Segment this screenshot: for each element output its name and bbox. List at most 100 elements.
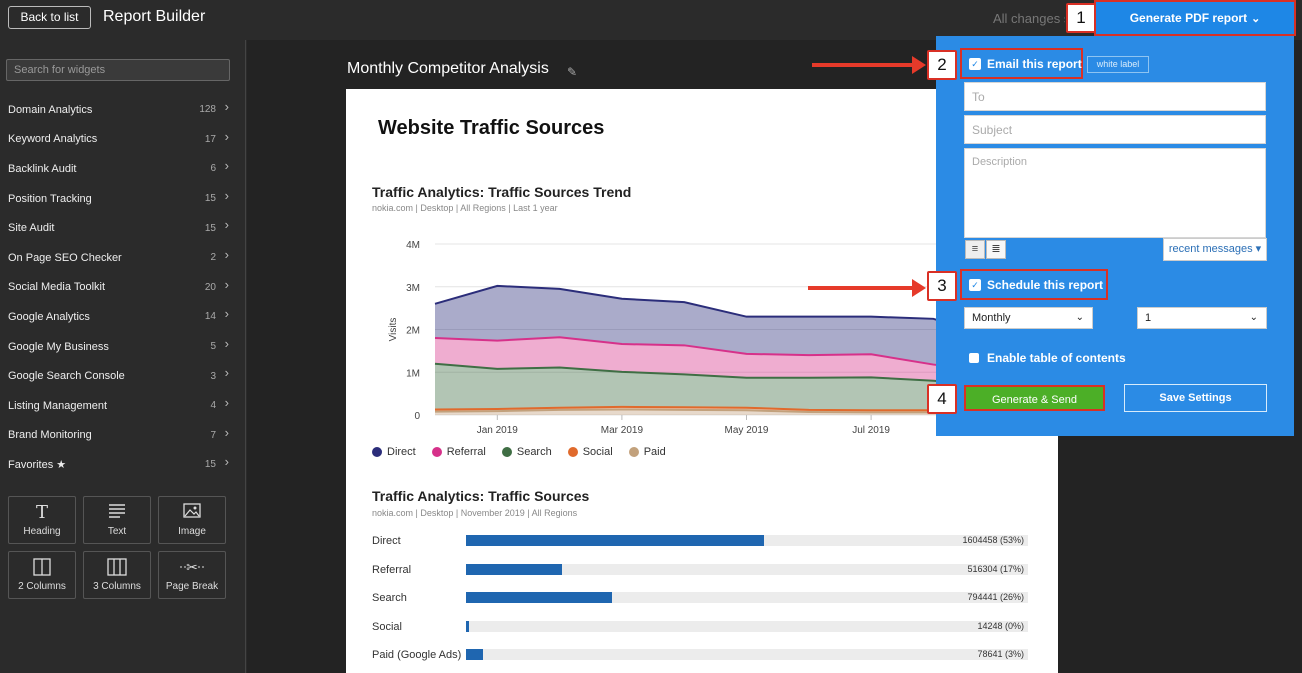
- category-label: Keyword Analytics: [8, 133, 98, 146]
- chevron-right-icon: ›: [224, 246, 229, 262]
- sidebar-category[interactable]: Social Media Toolkit 20 ›: [0, 273, 246, 303]
- legend-dot: [567, 447, 578, 457]
- back-to-list-button[interactable]: Back to list: [8, 6, 91, 29]
- area-paid: [435, 409, 1058, 415]
- chevron-down-icon: ⌄: [1251, 12, 1261, 25]
- chart-legend: Direct Referral Search Social Paid: [372, 446, 666, 458]
- bar-label: Search: [372, 592, 407, 604]
- sidebar-category[interactable]: Domain Analytics 128 ›: [0, 95, 246, 125]
- legend-item[interactable]: Paid: [628, 446, 666, 458]
- generate-send-button[interactable]: Generate & Send: [964, 385, 1105, 411]
- widget-search-input[interactable]: [6, 59, 230, 81]
- frequency-value: Monthly: [972, 312, 1011, 324]
- category-count: 14: [204, 311, 216, 323]
- two-columns-icon: [33, 558, 51, 579]
- legend-label: Paid: [643, 446, 666, 458]
- description-field[interactable]: [964, 148, 1266, 238]
- step-2-badge: 2: [927, 50, 957, 80]
- schedule-label[interactable]: Schedule this report: [987, 278, 1104, 292]
- widget-image[interactable]: Image: [158, 496, 226, 544]
- bar-row: Paid (Google Ads) 78641 (3%): [372, 644, 1032, 673]
- widget-3-columns[interactable]: 3 Columns: [83, 551, 151, 599]
- toc-label[interactable]: Enable table of contents: [987, 351, 1126, 365]
- sidebar-category[interactable]: Google Analytics 14 ›: [0, 302, 246, 332]
- email-label[interactable]: Email this report: [987, 57, 1082, 71]
- category-count: 15: [204, 222, 216, 234]
- recent-messages-dropdown[interactable]: recent messages ▾: [1163, 238, 1267, 261]
- widget-heading[interactable]: T Heading: [8, 496, 76, 544]
- category-list: Domain Analytics 128 › Keyword Analytics 17 ›…: [0, 95, 246, 480]
- format-toolbar: ≡ ≣: [964, 238, 1266, 261]
- svg-text:✂: ✂: [186, 560, 198, 576]
- sidebar-category[interactable]: Site Audit 15 ›: [0, 213, 246, 243]
- align-left-icon[interactable]: ≡: [965, 240, 985, 259]
- sidebar-category[interactable]: Listing Management 4 ›: [0, 391, 246, 421]
- chevron-right-icon: ›: [224, 454, 229, 470]
- bar-label: Direct: [372, 535, 401, 547]
- sidebar-category[interactable]: Position Tracking 15 ›: [0, 184, 246, 214]
- category-label: Google My Business: [8, 340, 109, 353]
- sidebar-category[interactable]: Backlink Audit 6 ›: [0, 154, 246, 184]
- sidebar-category[interactable]: Keyword Analytics 17 ›: [0, 125, 246, 155]
- bar-track: [466, 563, 1028, 575]
- chevron-right-icon: ›: [224, 128, 229, 144]
- sidebar-category[interactable]: On Page SEO Checker 2 ›: [0, 243, 246, 273]
- chevron-right-icon: ›: [224, 306, 229, 322]
- widget-2-columns[interactable]: 2 Columns: [8, 551, 76, 599]
- trend-chart-title: Traffic Analytics: Traffic Sources Trend: [372, 184, 632, 200]
- app-title: Report Builder: [103, 8, 206, 25]
- legend-label: Social: [582, 446, 613, 458]
- sidebar-category[interactable]: Brand Monitoring 7 ›: [0, 421, 246, 451]
- category-count: 3: [210, 370, 216, 382]
- category-count: 4: [210, 400, 216, 412]
- chevron-right-icon: ›: [224, 217, 229, 233]
- bar-value-label: 78641 (3%): [977, 649, 1024, 659]
- bar: [466, 563, 562, 575]
- widget-label: Text: [107, 526, 127, 537]
- chevron-down-icon: ⌄: [1075, 312, 1084, 323]
- widget-page-break[interactable]: ✂ Page Break: [158, 551, 226, 599]
- legend-item[interactable]: Referral: [431, 446, 486, 458]
- category-label: Google Analytics: [8, 310, 90, 323]
- generate-pdf-button[interactable]: Generate PDF report ⌄: [1096, 2, 1294, 34]
- toc-checkbox[interactable]: [969, 353, 979, 363]
- align-right-icon[interactable]: ≣: [986, 240, 1006, 259]
- save-settings-button[interactable]: Save Settings: [1124, 384, 1267, 412]
- legend-item[interactable]: Direct: [372, 446, 416, 458]
- trend-chart-subtitle: nokia.com | Desktop | All Regions | Last…: [372, 203, 558, 213]
- sidebar-category[interactable]: Favorites ★ 15 ›: [0, 450, 246, 480]
- widget-text[interactable]: Text: [83, 496, 151, 544]
- bar-value-label: 14248 (0%): [977, 620, 1024, 631]
- sidebar-category[interactable]: Google Search Console 3 ›: [0, 361, 246, 391]
- legend-item[interactable]: Search: [501, 446, 552, 458]
- section-heading[interactable]: Website Traffic Sources: [378, 117, 605, 139]
- email-checkbox[interactable]: ✓: [969, 58, 981, 70]
- category-count: 6: [210, 163, 216, 175]
- chevron-right-icon: ›: [224, 365, 229, 381]
- image-icon: [183, 503, 201, 522]
- bar: [466, 535, 764, 546]
- report-title[interactable]: Monthly Competitor Analysis: [347, 60, 549, 77]
- schedule-checkbox[interactable]: ✓: [969, 279, 981, 291]
- annotation-arrow-schedule: [808, 279, 926, 297]
- chevron-down-icon: ⌄: [1249, 312, 1258, 323]
- day-select[interactable]: 1 ⌄: [1137, 307, 1267, 329]
- traffic-sources-bars: Direct 1604458 (53%) Referral 516304 (17%) S…: [372, 530, 1032, 673]
- frequency-select[interactable]: Monthly ⌄: [964, 307, 1093, 329]
- to-field[interactable]: [964, 82, 1266, 111]
- sidebar-category[interactable]: Google My Business 5 ›: [0, 332, 246, 362]
- bar-track: [466, 535, 1028, 546]
- page-break-icon: ✂: [180, 558, 204, 579]
- widget-label: 3 Columns: [93, 581, 141, 592]
- subject-field[interactable]: [964, 115, 1266, 144]
- category-count: 20: [204, 281, 216, 293]
- bar-track: [466, 592, 1028, 603]
- sources-chart-subtitle: nokia.com | Desktop | November 2019 | Al…: [372, 508, 578, 518]
- category-count: 5: [210, 341, 216, 353]
- x-tick-label: Jul 2019: [852, 425, 890, 436]
- widget-label: 2 Columns: [18, 581, 66, 592]
- legend-item[interactable]: Social: [567, 446, 613, 458]
- bar-value-label: 516304 (17%): [967, 563, 1024, 574]
- white-label-badge[interactable]: white label: [1087, 56, 1149, 73]
- pencil-icon[interactable]: ✎: [567, 65, 578, 79]
